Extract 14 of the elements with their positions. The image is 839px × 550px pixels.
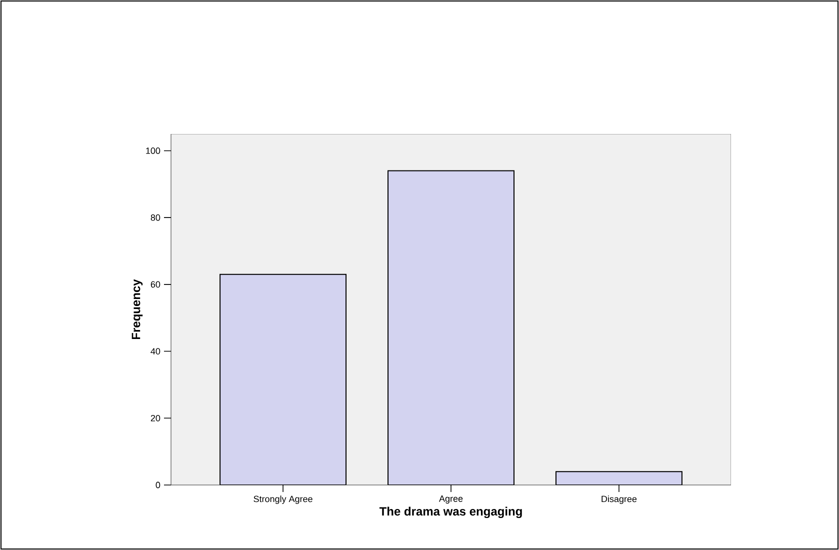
bar	[220, 274, 347, 485]
y-tick-label: 0	[156, 482, 160, 488]
x-tick-label: Agree	[439, 496, 463, 504]
x-tick-label: Strongly Agree	[254, 496, 312, 504]
bar	[388, 170, 514, 485]
y-tick-label: 100	[146, 148, 160, 154]
y-tick-label: 20	[150, 414, 160, 422]
y-axis-title: Frequency	[132, 279, 143, 340]
x-tick-label: Disagree	[602, 496, 637, 504]
y-tick-label: 40	[150, 348, 160, 354]
y-tick-label: 80	[150, 214, 160, 221]
x-axis-title: The drama was engaging	[379, 506, 522, 518]
bar	[555, 471, 682, 485]
y-tick-label: 60	[150, 281, 160, 288]
